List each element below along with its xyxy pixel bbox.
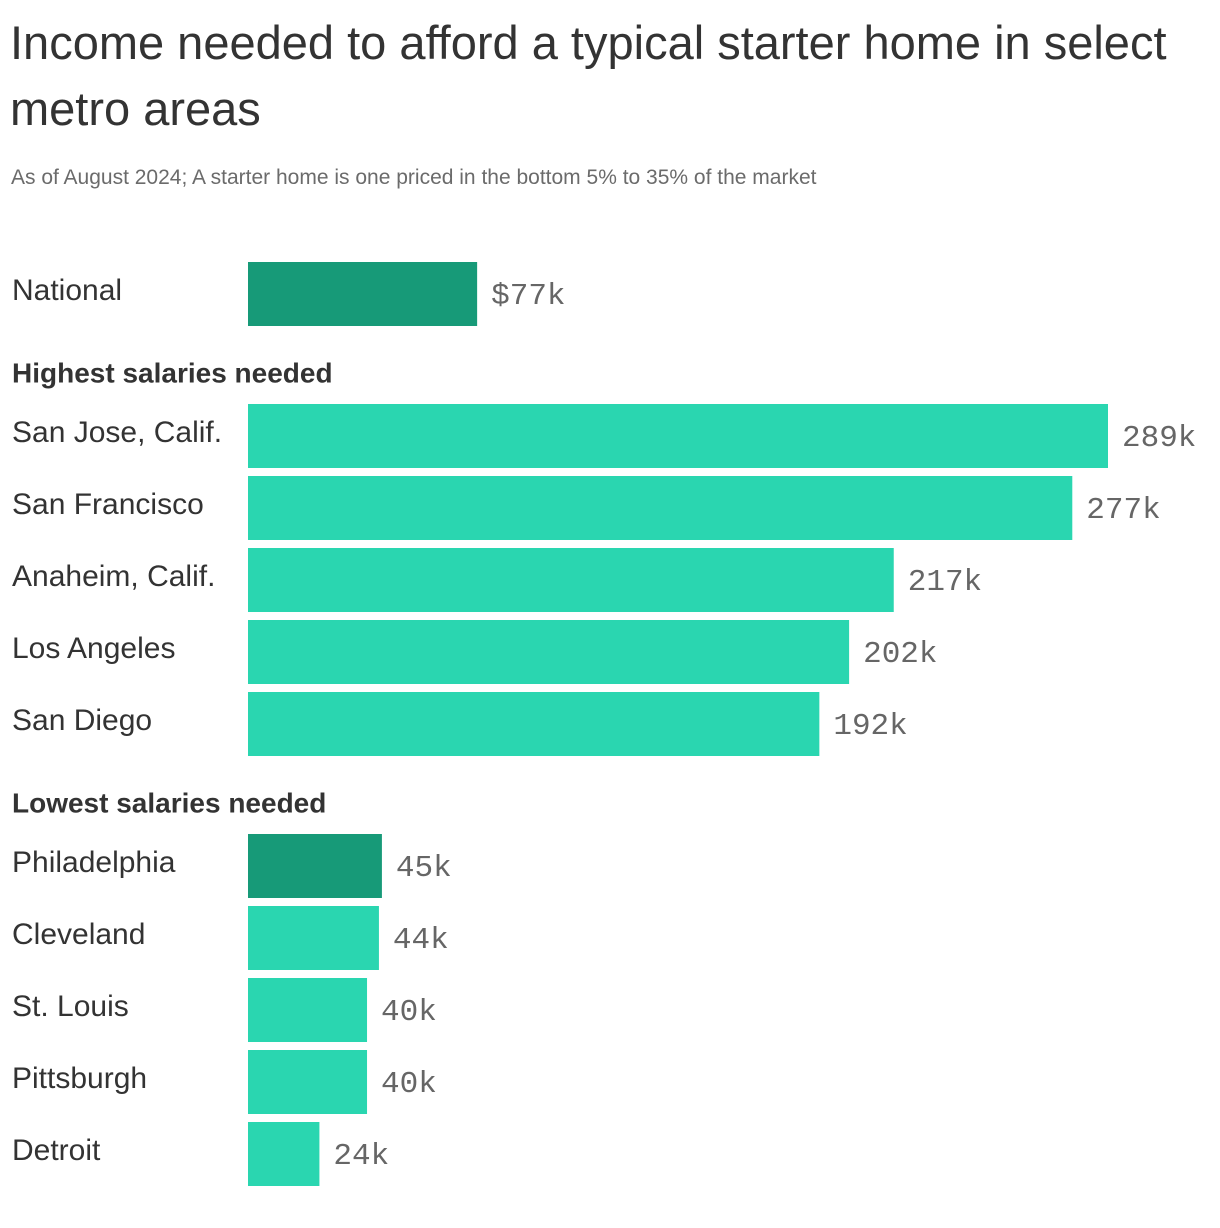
bar	[248, 692, 820, 756]
value-label: 44k	[393, 923, 449, 958]
value-label: 45k	[396, 851, 452, 886]
bar	[248, 1122, 320, 1186]
bar	[248, 620, 850, 684]
value-label: 40k	[381, 1067, 437, 1102]
category-label: Philadelphia	[12, 846, 176, 879]
value-label: 289k	[1122, 421, 1196, 456]
bar	[248, 1050, 368, 1114]
value-label: $77k	[491, 279, 565, 314]
chart-title: Income needed to afford a typical starte…	[10, 16, 1167, 135]
category-label: National	[12, 274, 122, 307]
bar	[248, 404, 1108, 468]
bar	[248, 548, 894, 612]
value-label: 40k	[381, 995, 437, 1030]
value-label: 202k	[863, 637, 937, 672]
group-heading: Lowest salaries needed	[12, 787, 326, 818]
value-label: 192k	[833, 709, 907, 744]
category-label: Detroit	[12, 1134, 101, 1167]
category-label: San Jose, Calif.	[12, 416, 222, 449]
bar	[248, 476, 1073, 540]
category-label: Pittsburgh	[12, 1062, 147, 1095]
bar	[248, 834, 382, 898]
category-label: San Diego	[12, 704, 152, 737]
group-heading: Highest salaries needed	[12, 357, 333, 388]
value-label: 24k	[333, 1139, 389, 1174]
bar	[248, 978, 368, 1042]
chart-subtitle: As of August 2024; A starter home is one…	[11, 166, 817, 189]
category-label: San Francisco	[12, 488, 204, 521]
value-label: 217k	[908, 565, 982, 600]
bar	[248, 906, 379, 970]
bar	[248, 262, 478, 326]
category-label: Los Angeles	[12, 632, 175, 665]
value-label: 277k	[1086, 493, 1160, 528]
category-label: St. Louis	[12, 990, 129, 1023]
category-label: Cleveland	[12, 918, 145, 951]
category-label: Anaheim, Calif.	[12, 560, 215, 593]
